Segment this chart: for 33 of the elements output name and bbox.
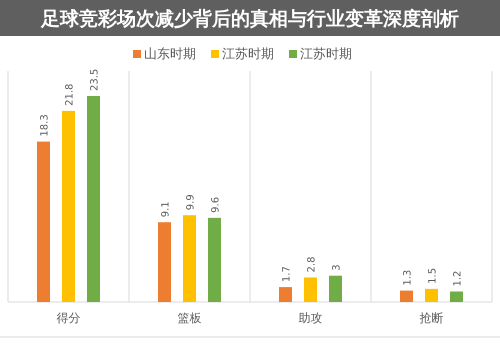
bar xyxy=(450,291,463,302)
data-label: 23.5 xyxy=(90,68,100,91)
data-label: 3 xyxy=(332,264,342,271)
legend-label: 山东时期 xyxy=(144,47,196,62)
x-tick-label: 篮板 xyxy=(178,311,202,325)
bar xyxy=(183,215,196,302)
bar xyxy=(158,222,171,302)
data-label: 21.8 xyxy=(64,84,76,106)
x-tick-label: 得分 xyxy=(56,311,80,325)
bar xyxy=(400,290,413,302)
bar xyxy=(37,142,50,302)
data-label: 1.5 xyxy=(428,268,438,284)
bar xyxy=(425,288,438,302)
data-label: 2.8 xyxy=(306,256,318,272)
data-label: 9.1 xyxy=(160,201,172,218)
data-label: 9.9 xyxy=(186,194,196,210)
data-label: 1.3 xyxy=(402,270,414,286)
bar xyxy=(304,277,317,302)
data-label: 1.2 xyxy=(452,270,464,286)
bar xyxy=(87,96,100,302)
x-tick-label: 助攻 xyxy=(298,311,322,325)
bar xyxy=(279,287,292,302)
chart-title: 足球竞彩场次减少背后的真相与行业变革深度剖析 xyxy=(40,8,459,30)
legend-label: 江苏时期 xyxy=(222,47,274,62)
data-label: 1.7 xyxy=(282,266,292,282)
data-label: 9.6 xyxy=(210,196,222,213)
bar xyxy=(62,110,75,302)
x-tick-label: 抢断 xyxy=(420,311,444,325)
bar xyxy=(329,276,342,302)
data-label: 18.3 xyxy=(40,114,50,137)
title: 足球竞彩场次减少背后的真相与行业变革深度剖析 xyxy=(0,0,500,36)
legend-label: 江苏时期 xyxy=(300,47,352,62)
bar xyxy=(208,218,221,302)
